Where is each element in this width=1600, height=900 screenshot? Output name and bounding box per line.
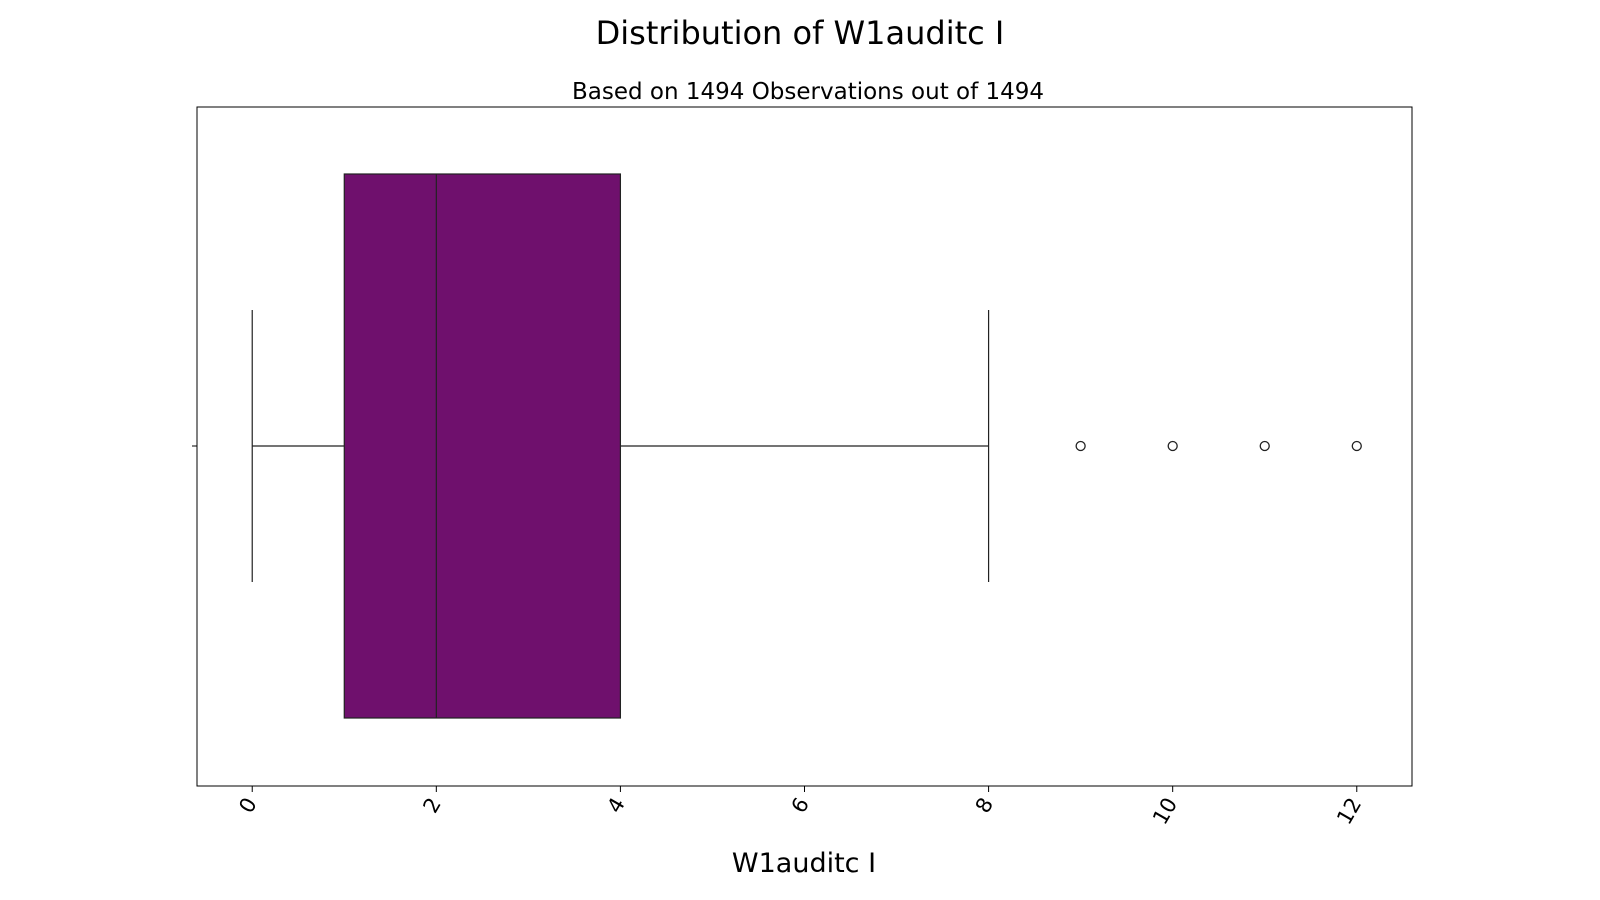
outlier-point — [1075, 440, 1086, 452]
x-tick-label: 4 — [602, 794, 629, 818]
iqr-box — [343, 173, 622, 719]
outlier-point — [1259, 440, 1270, 452]
x-tick-label: 2 — [418, 794, 445, 818]
x-tick-label: 8 — [971, 794, 998, 818]
chart-subtitle: Based on 1494 Observations out of 1494 — [572, 79, 1044, 105]
x-tick-label: 12 — [1332, 794, 1366, 829]
outlier-point — [1167, 440, 1178, 452]
x-axis-label: W1auditc I — [732, 848, 876, 879]
x-tick-label: 10 — [1148, 794, 1182, 829]
chart-title: Distribution of W1auditc I — [596, 14, 1005, 52]
outlier-point — [1351, 440, 1362, 452]
x-tick-label: 0 — [234, 794, 261, 818]
x-tick-label: 6 — [787, 794, 814, 818]
